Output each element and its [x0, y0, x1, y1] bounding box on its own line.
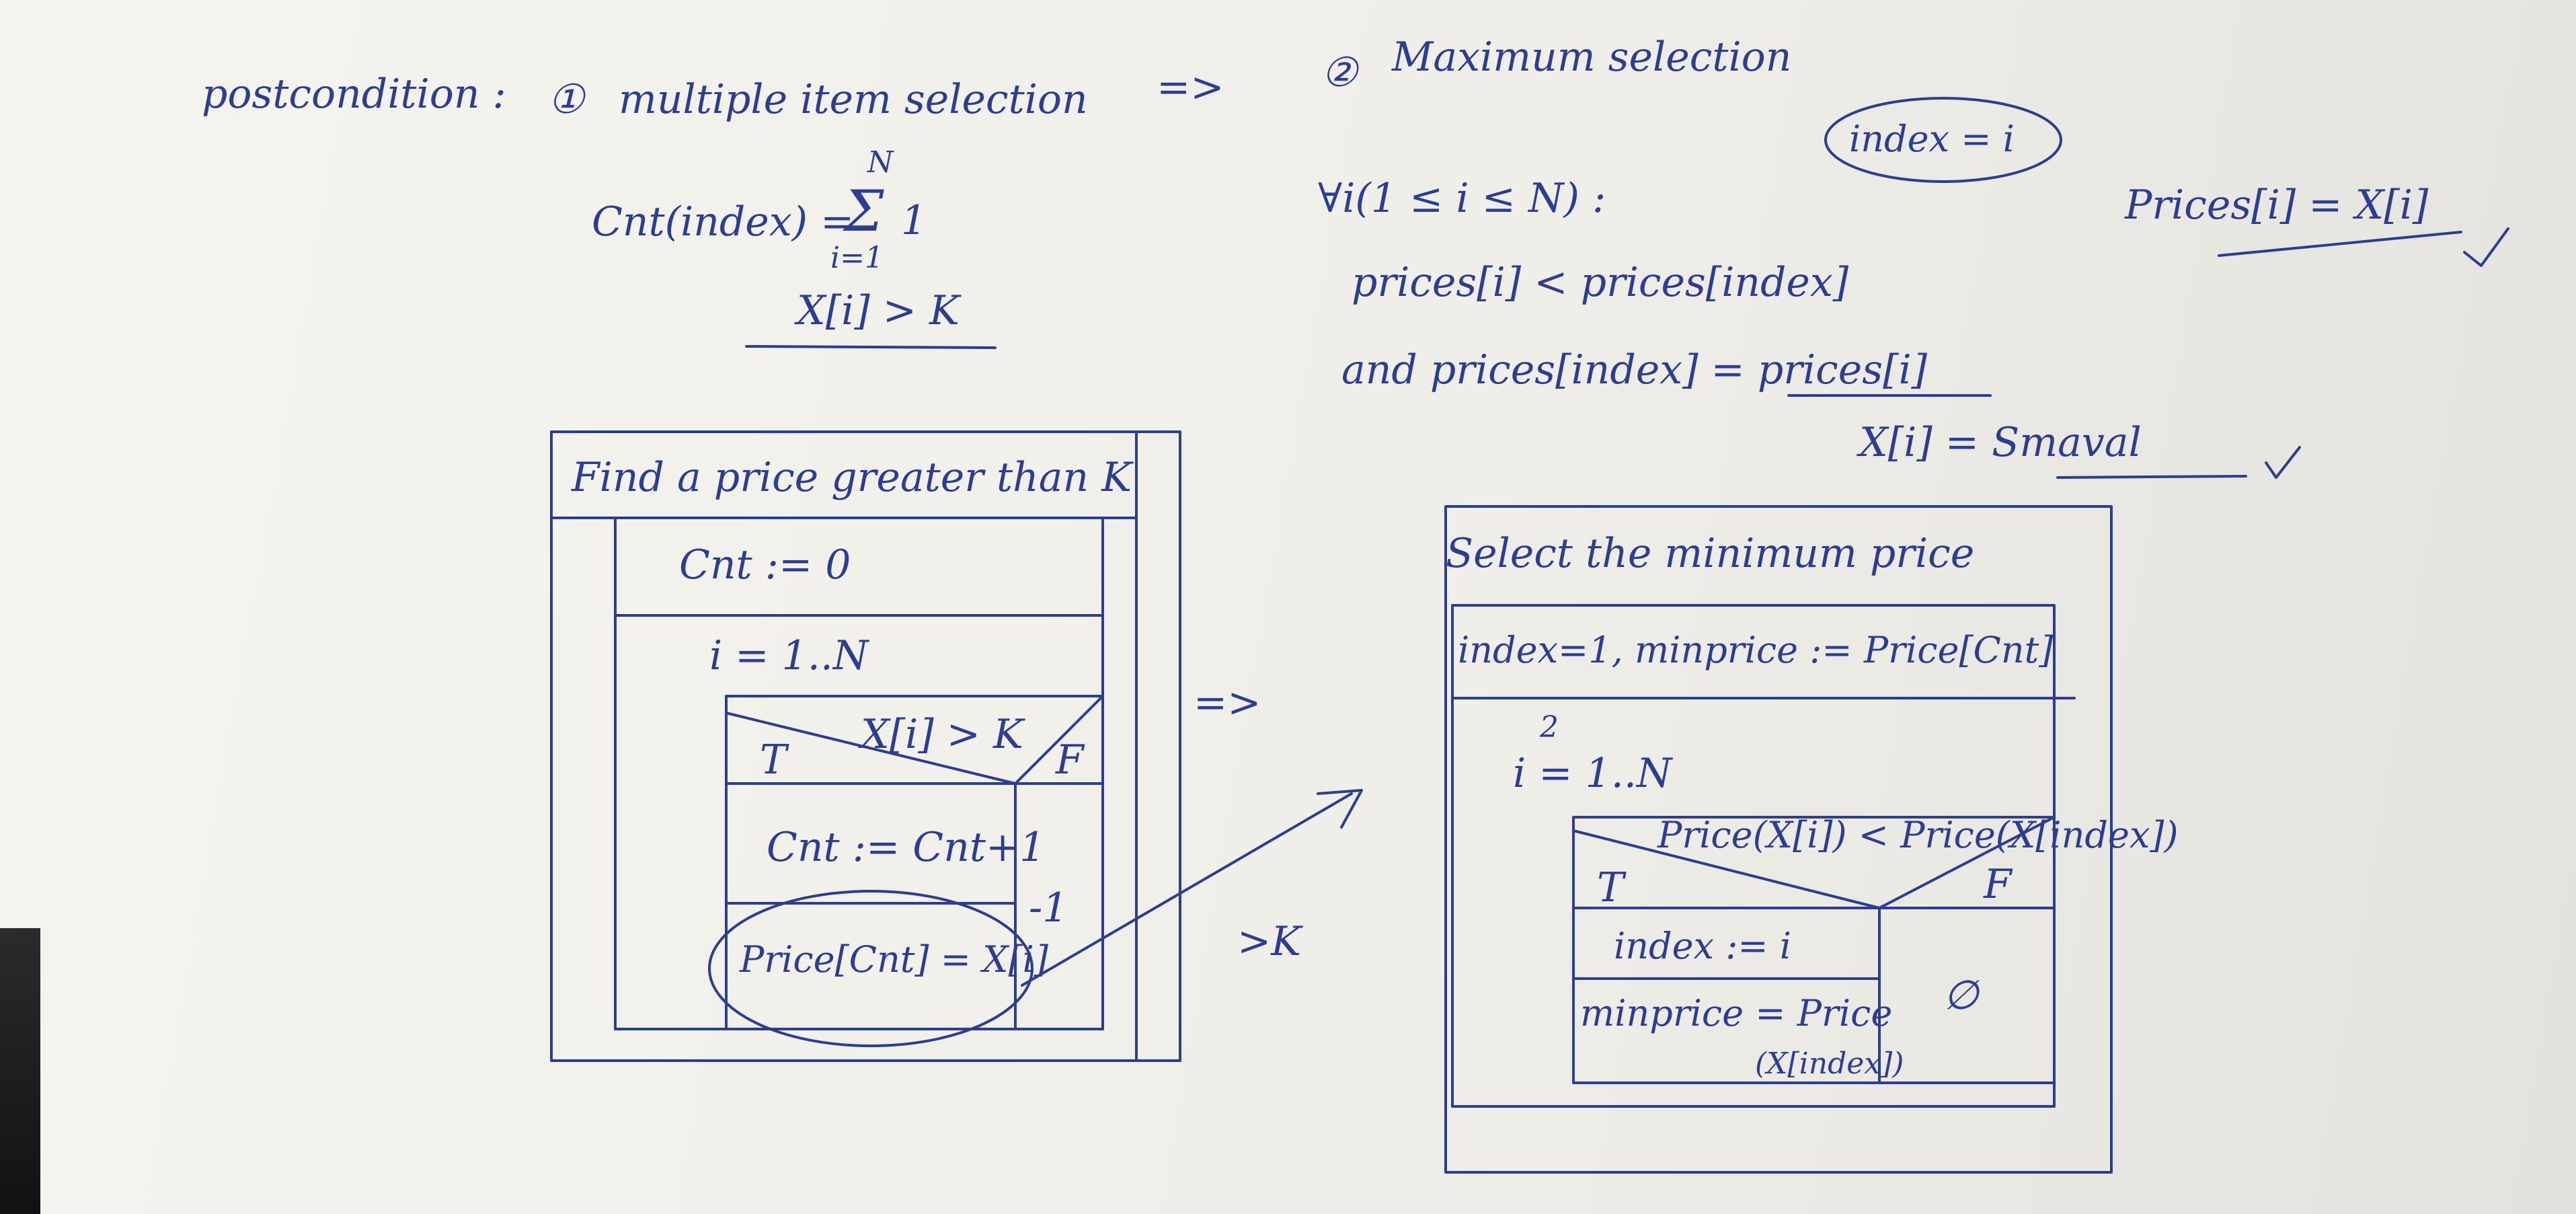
right-true-label: T	[1597, 864, 1625, 911]
step2-number: ②	[1321, 49, 1358, 96]
step2-text: Maximum selection	[1392, 34, 1792, 81]
left-if-diagonal-2	[1014, 695, 1104, 785]
left-condition: X[i] > K	[861, 711, 1023, 758]
left-outer-frame	[550, 430, 1181, 1062]
right-title: Select the minimum price	[1446, 530, 1975, 577]
right-outer-frame	[1444, 505, 2113, 1174]
condition-line-1: prices[i] < prices[index]	[1352, 259, 1849, 306]
postcondition-label: postcondition :	[202, 71, 506, 118]
left-step2-ellipse	[708, 890, 1033, 1047]
formula-term: 1	[901, 197, 927, 244]
side-note-underline	[2218, 231, 2462, 257]
right-step2-b: (X[index])	[1755, 1047, 1904, 1081]
left-step1: Cnt := Cnt+1	[767, 824, 1046, 871]
check-mark-1	[2265, 446, 2301, 479]
line3-underline	[2056, 475, 2247, 479]
formula-underline	[745, 345, 997, 349]
header-arrow: =>	[1157, 64, 1224, 111]
condition-line-3: X[i] = Smaval	[1859, 419, 2142, 466]
right-false-label: F	[1984, 861, 2012, 908]
right-condition: Price(X[i]) < Price(X[index])	[1657, 814, 2179, 856]
index-note-ellipse	[1824, 97, 2062, 183]
right-step2-a: minprice = Price	[1580, 992, 1893, 1034]
desk-background	[0, 928, 40, 1214]
formula-lhs: Cnt(index) =	[592, 198, 855, 245]
k-label: >K	[1237, 918, 1302, 965]
step1-number: ①	[548, 76, 584, 123]
left-if-box	[725, 695, 1104, 1030]
right-if-diagonal-1	[1572, 829, 1881, 909]
right-if-box	[1572, 816, 2056, 1084]
left-true-label: T	[760, 736, 787, 784]
right-step1: index := i	[1614, 925, 1792, 967]
formula-upper: N	[867, 145, 894, 180]
forall-quantifier: ∀i(1 ≤ i ≤ N) :	[1318, 175, 1606, 222]
check-mark-2	[2463, 227, 2509, 267]
side-note: Prices[i] = X[i]	[2125, 182, 2429, 229]
formula-lower: i=1	[830, 241, 884, 275]
condition-line-2: and prices[index] = prices[i]	[1341, 346, 1928, 393]
step1-text: multiple item selection	[619, 76, 1088, 123]
middle-arrow: =>	[1194, 679, 1261, 726]
right-init: index=1, minprice := Price[Cnt]	[1458, 629, 2054, 671]
right-if-diagonal-2	[1878, 816, 2056, 909]
right-false-value: ∅	[1943, 972, 1979, 1019]
long-arrow-shaft	[1021, 792, 1353, 987]
left-title: Find a price greater than K	[572, 454, 1132, 501]
formula-sigma: Σ	[844, 178, 884, 244]
index-note: index = i	[1849, 118, 2015, 160]
formula-condition: X[i] > K	[797, 287, 960, 334]
left-init: Cnt := 0	[679, 541, 851, 589]
left-if-diagonal-1	[725, 712, 1017, 785]
left-step2: Price[Cnt] = X[i]	[740, 938, 1048, 981]
left-loop: i = 1..N	[709, 632, 869, 679]
long-arrow-head	[1317, 789, 1363, 829]
left-false-value: -1	[1029, 884, 1068, 932]
right-loop-over: 2	[1540, 710, 1559, 745]
left-false-label: F	[1056, 736, 1084, 784]
right-loop: i = 1..N	[1513, 750, 1672, 797]
